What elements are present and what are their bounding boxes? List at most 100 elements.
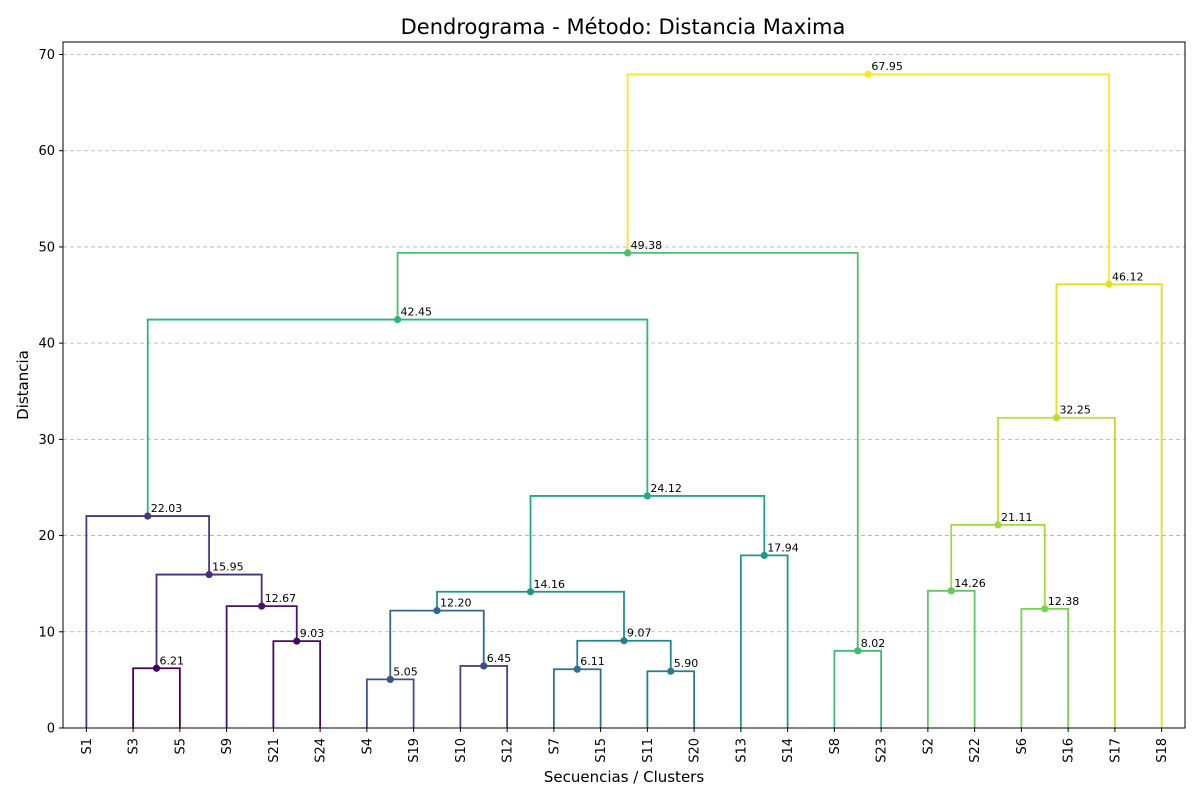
leaf-label: S18 [1155, 738, 1170, 763]
merge-node-m10 [667, 667, 675, 675]
merge-node-m2 [293, 637, 301, 645]
merge-distance-label: 49.38 [631, 239, 663, 252]
y-tick-label: 10 [38, 625, 55, 640]
merge-distance-label: 6.11 [580, 655, 605, 668]
merge-node-m8 [433, 607, 441, 615]
chart-title: Dendrograma - Método: Distancia Maxima [401, 15, 846, 39]
leaf-label: S12 [501, 738, 516, 763]
leaf-label: S22 [968, 738, 983, 763]
merge-distance-label: 32.25 [1059, 404, 1091, 417]
leaf-label: S24 [314, 738, 329, 763]
merge-distance-label: 21.11 [1001, 511, 1033, 524]
merge-node-m12 [526, 588, 535, 596]
merge-node-m20 [994, 521, 1002, 529]
leaf-label: S14 [781, 738, 796, 763]
merge-distance-label: 14.26 [954, 577, 986, 590]
branch-m7 [459, 665, 509, 728]
merge-distance-label: 12.67 [265, 592, 297, 605]
merge-node-m14 [643, 492, 651, 500]
x-axis-ticks: S1 S3 S5 S9 S21 S24 S4 S19 S10 S12 S7 S15 S11 S20 S13 S… [80, 728, 1170, 763]
y-tick-label: 60 [38, 144, 55, 159]
branch-m14 [529, 495, 766, 592]
merge-node-m9 [573, 665, 581, 673]
merge-distance-label: 22.03 [151, 502, 183, 515]
branch-m1 [132, 667, 181, 728]
merge-node-m23 [864, 70, 872, 78]
merge-distance-label: 67.95 [871, 60, 903, 73]
merge-node-m6 [386, 675, 394, 684]
leaf-label: S17 [1108, 738, 1123, 763]
leaf-label: S19 [407, 738, 422, 763]
leaf-label: S8 [828, 738, 843, 755]
leaf-label: S4 [360, 738, 375, 755]
leaf-label: S11 [641, 738, 656, 763]
branch-m15 [146, 318, 649, 517]
branch-m10 [646, 670, 696, 728]
branch-m5 [85, 515, 210, 728]
leaf-label: S9 [220, 738, 235, 755]
leaf-label: S16 [1062, 738, 1077, 763]
merge-distance-label: 6.21 [160, 654, 185, 667]
plot-frame [62, 41, 1186, 729]
leaf-label: S10 [454, 738, 469, 763]
merge-distance-label: 12.20 [440, 597, 472, 610]
branch-m21 [997, 416, 1116, 728]
merge-node-m18 [947, 587, 955, 595]
y-tick-label: 40 [38, 337, 55, 352]
merge-node-m21 [1052, 414, 1061, 422]
merge-node-m1 [152, 664, 161, 672]
y-axis-label: Distancia [14, 350, 32, 420]
x-axis-label: Secuencias / Clusters [544, 768, 704, 786]
leaf-label: S23 [875, 738, 890, 763]
leaf-label: S5 [173, 738, 188, 755]
y-tick-label: 0 [47, 722, 55, 737]
branch-m19 [1020, 607, 1070, 728]
y-tick-label: 20 [38, 529, 55, 544]
merge-distance-label: 5.90 [674, 657, 699, 670]
dendrogram-branches [85, 73, 1163, 728]
branch-m20 [950, 523, 1046, 609]
merge-distance-label: 9.07 [627, 627, 652, 640]
merge-node-m3 [258, 602, 266, 610]
merge-distance-label: 6.45 [487, 652, 512, 665]
branch-m2 [272, 640, 322, 728]
merge-node-m22 [1105, 280, 1113, 288]
merge-distance-label: 17.94 [767, 541, 799, 554]
merge-node-m7 [480, 662, 488, 670]
merge-node-m19 [1041, 605, 1049, 613]
merge-distance-label: 14.16 [534, 578, 566, 591]
merge-distance-label: 9.03 [300, 627, 325, 640]
merge-node-m15 [393, 315, 402, 324]
leaf-label: S21 [267, 738, 282, 763]
leaf-label: S13 [734, 738, 749, 763]
merge-node-m17 [624, 249, 632, 257]
branch-m6 [365, 678, 415, 728]
merge-node-m13 [760, 551, 768, 559]
merge-distance-label: 5.05 [393, 665, 418, 678]
merge-distance-label: 42.45 [401, 306, 433, 319]
leaf-label: S6 [1015, 738, 1030, 755]
merge-node-m5 [144, 512, 152, 520]
branch-m13 [739, 554, 789, 728]
leaf-label: S3 [127, 738, 142, 755]
branch-m3 [225, 605, 298, 728]
merge-distance-label: 15.95 [212, 561, 244, 574]
branch-m22 [1055, 283, 1163, 728]
y-tick-label: 50 [38, 240, 55, 255]
y-tick-label: 30 [38, 433, 55, 448]
branch-m18 [926, 589, 976, 728]
branch-m9 [552, 668, 602, 728]
leaf-label: S1 [80, 738, 95, 755]
leaf-label: S15 [594, 738, 609, 763]
merge-distance-label: 8.02 [861, 637, 886, 650]
leaf-label: S20 [688, 738, 703, 763]
merge-node-m11 [620, 637, 628, 645]
merge-nodes: 6.21 9.03 12.67 15.95 22.03 5.05 6.45 12.20 6.11… [144, 60, 1144, 684]
leaf-label: S2 [921, 738, 936, 755]
branch-m16 [833, 649, 883, 728]
merge-distance-label: 12.38 [1048, 595, 1080, 608]
merge-node-m16 [854, 647, 862, 655]
y-axis-ticks: 0 10 20 30 40 50 60 70 [38, 48, 63, 737]
merge-distance-label: 24.12 [650, 482, 682, 495]
